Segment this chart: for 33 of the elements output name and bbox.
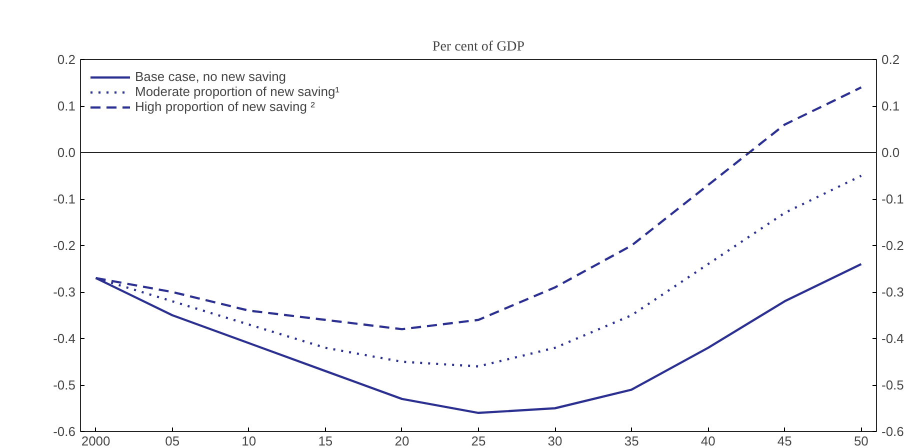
legend-label: High proportion of new saving ² — [135, 99, 315, 114]
y-tick-label: -0.4 — [53, 331, 76, 346]
x-tick-label: 25 — [471, 434, 486, 448]
x-tick-label: 40 — [700, 434, 716, 448]
y-tick-label: -0.1 — [53, 192, 76, 206]
y2-tick-label: 0.2 — [882, 52, 900, 67]
x-tick-label: 20 — [394, 434, 410, 448]
y2-tick-label: 0.0 — [882, 145, 900, 160]
y2-tick-label: -0.6 — [882, 424, 904, 439]
legend-label: Base case, no new saving — [135, 69, 286, 84]
y2-tick-label: -0.4 — [882, 331, 904, 346]
y-tick-label: 0.1 — [57, 98, 76, 114]
x-tick-label: 30 — [548, 434, 562, 448]
y-tick-label: -0.6 — [53, 424, 76, 439]
y2-tick-label: -0.5 — [882, 378, 904, 392]
legend-label: Moderate proportion of new saving¹ — [135, 84, 340, 99]
y2-tick-label: 0.1 — [882, 98, 900, 114]
y-tick-label: -0.5 — [53, 378, 76, 392]
x-tick-label: 10 — [242, 434, 256, 448]
y-tick-label: -0.3 — [53, 284, 76, 300]
y2-tick-label: -0.3 — [882, 284, 904, 300]
y-tick-label: -0.2 — [53, 238, 76, 253]
y-tick-label: 0.2 — [57, 52, 76, 67]
y-tick-label: 0.0 — [57, 145, 76, 160]
x-tick-label: 35 — [624, 434, 639, 448]
chart-title: Per cent of GDP — [432, 40, 525, 54]
x-tick-label: 05 — [165, 434, 180, 448]
y2-tick-label: -0.1 — [882, 192, 904, 206]
x-tick-label: 50 — [854, 434, 868, 448]
x-tick-label: 15 — [318, 434, 333, 448]
x-tick-label: 2000 — [81, 434, 110, 448]
x-tick-label: 45 — [777, 434, 792, 448]
y2-tick-label: -0.2 — [882, 238, 904, 253]
